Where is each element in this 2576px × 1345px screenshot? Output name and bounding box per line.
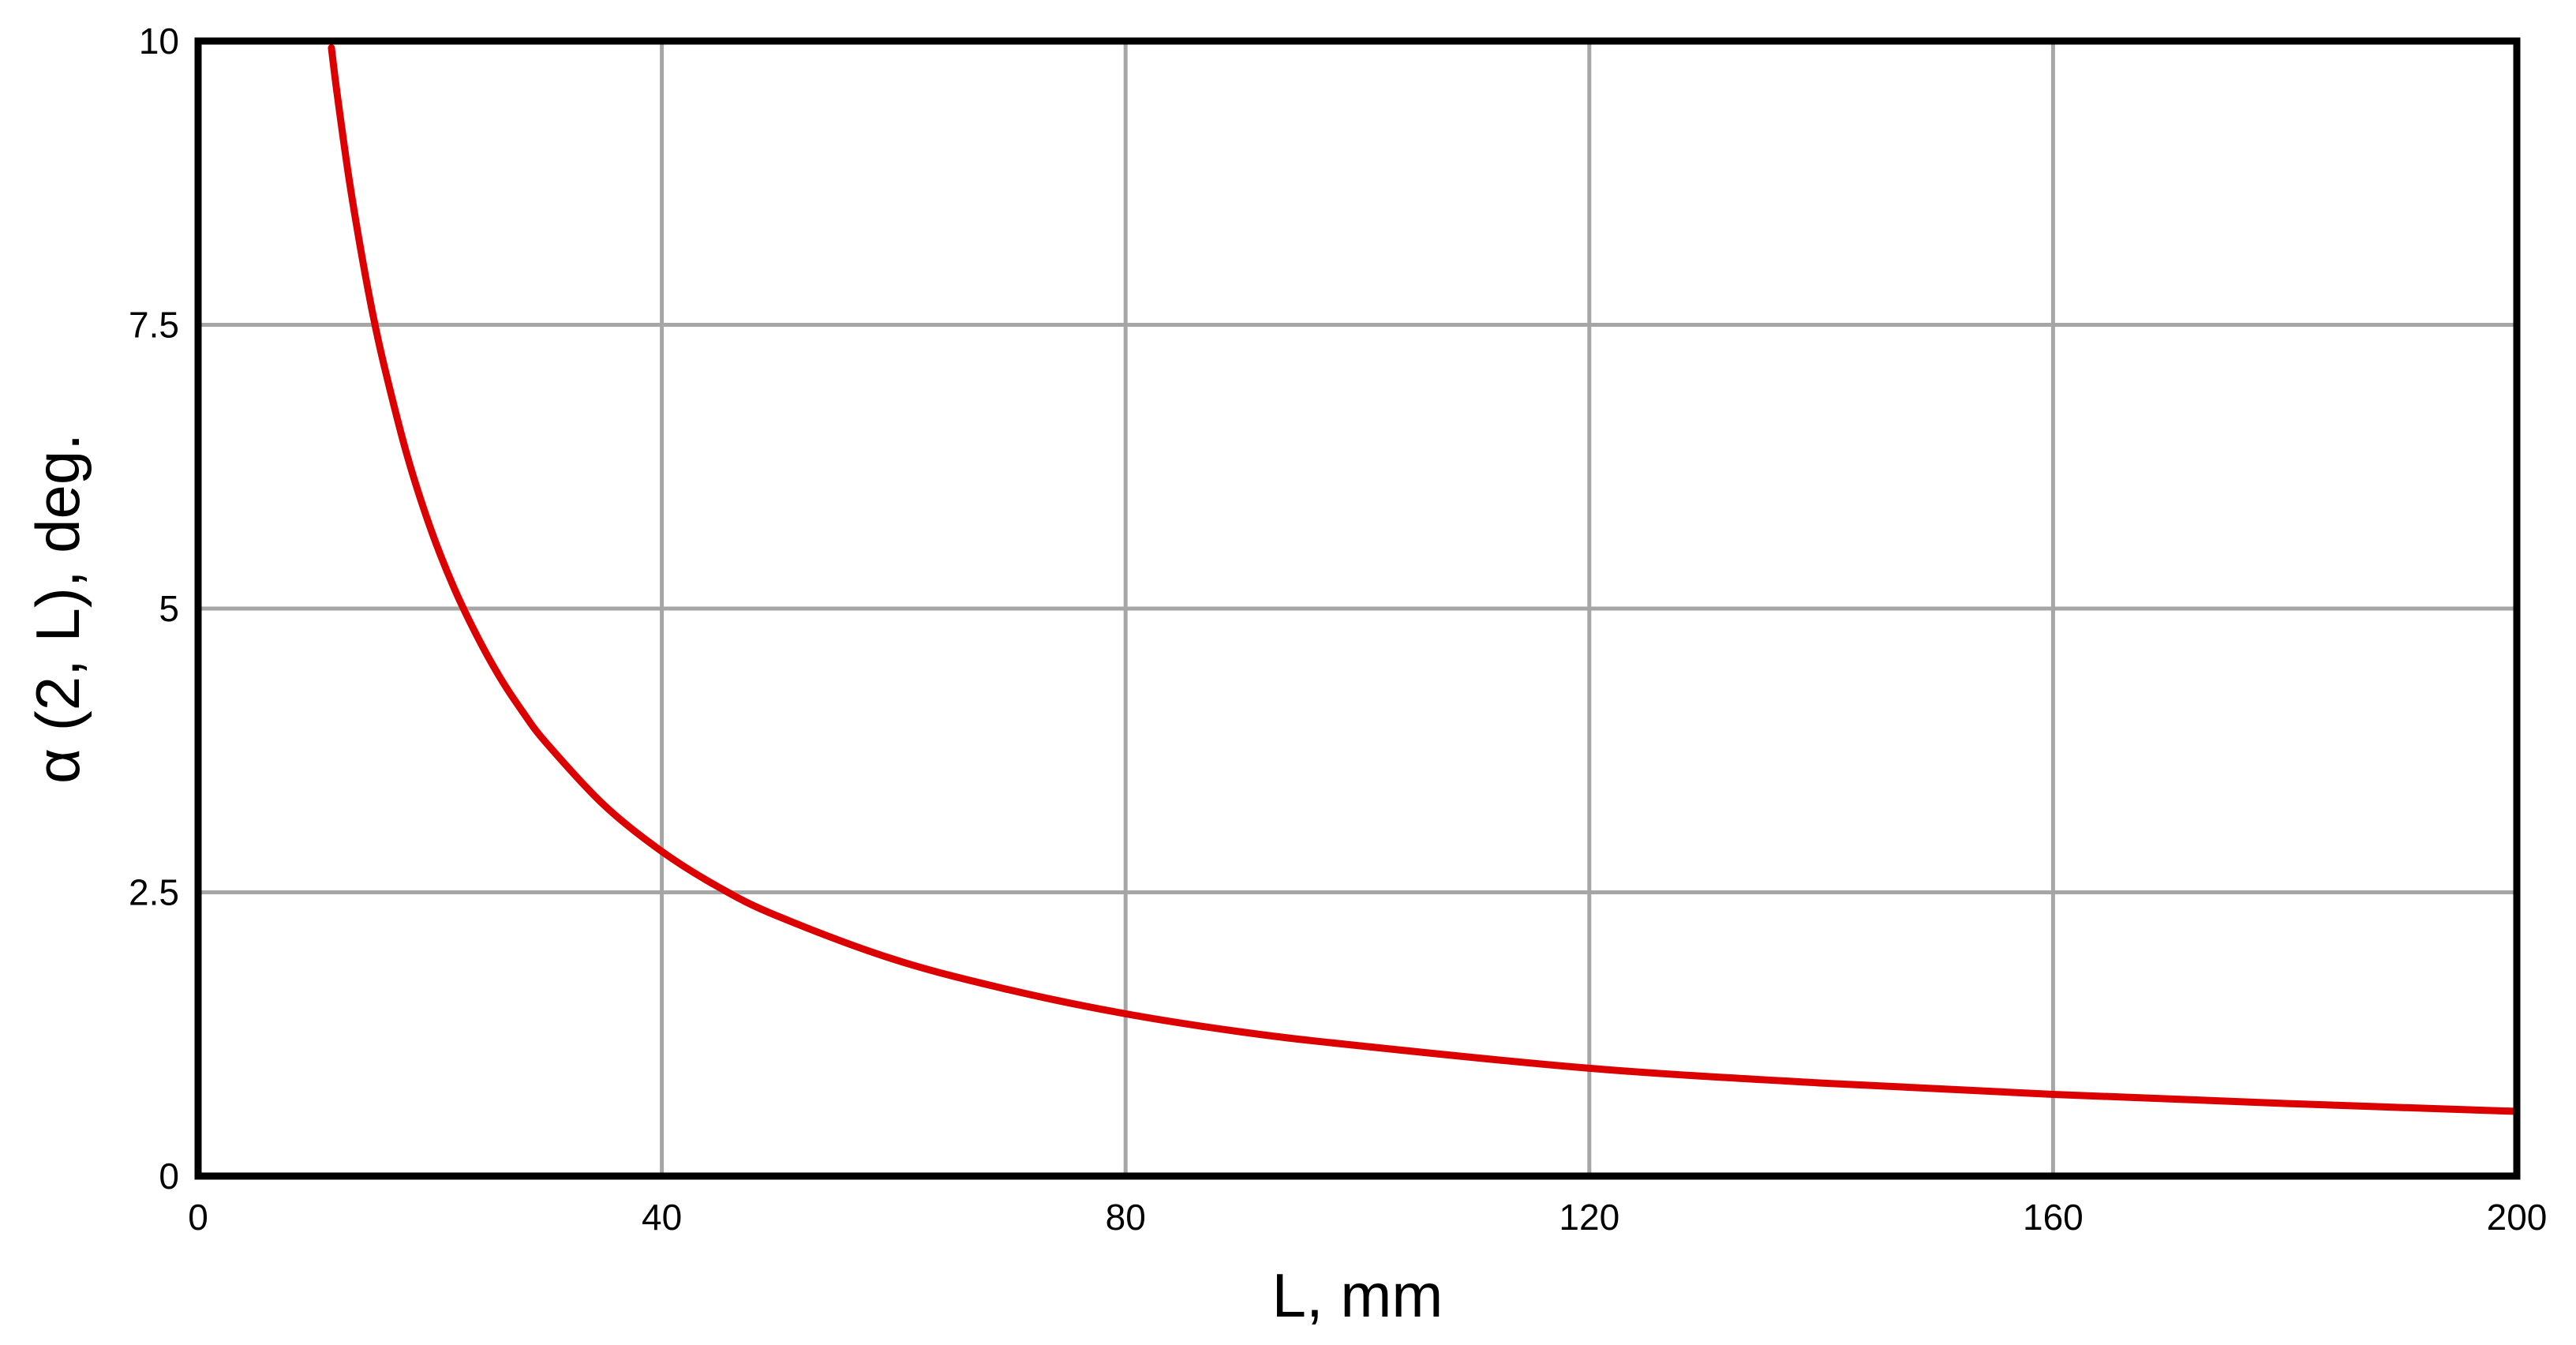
x-tick-label-5: 200 xyxy=(2487,1197,2548,1238)
series-layer xyxy=(328,44,2521,1115)
plot-frame xyxy=(194,37,2521,1180)
series-line-0 xyxy=(328,44,2521,1115)
x-axis-title: L, mm xyxy=(1272,1261,1443,1330)
y-tick-label-0: 0 xyxy=(159,1156,179,1197)
y-tick-label-2: 5 xyxy=(159,588,179,629)
y-tick-label-4: 10 xyxy=(139,21,179,62)
x-axis-ticks: 0 40 80 120 160 200 xyxy=(188,1197,2547,1238)
x-tick-label-3: 120 xyxy=(1559,1197,1619,1238)
y-tick-label-1: 2.5 xyxy=(129,872,179,913)
x-tick-label-1: 40 xyxy=(642,1197,682,1238)
grid-lines xyxy=(198,41,2517,1176)
x-tick-label-2: 80 xyxy=(1106,1197,1146,1238)
x-tick-label-4: 160 xyxy=(2023,1197,2084,1238)
y-tick-label-3: 7.5 xyxy=(129,305,179,346)
y-axis-ticks: 0 2.5 5 7.5 10 xyxy=(129,21,179,1197)
x-tick-label-0: 0 xyxy=(188,1197,208,1238)
y-axis-title: α (2, L), deg. xyxy=(23,433,92,784)
